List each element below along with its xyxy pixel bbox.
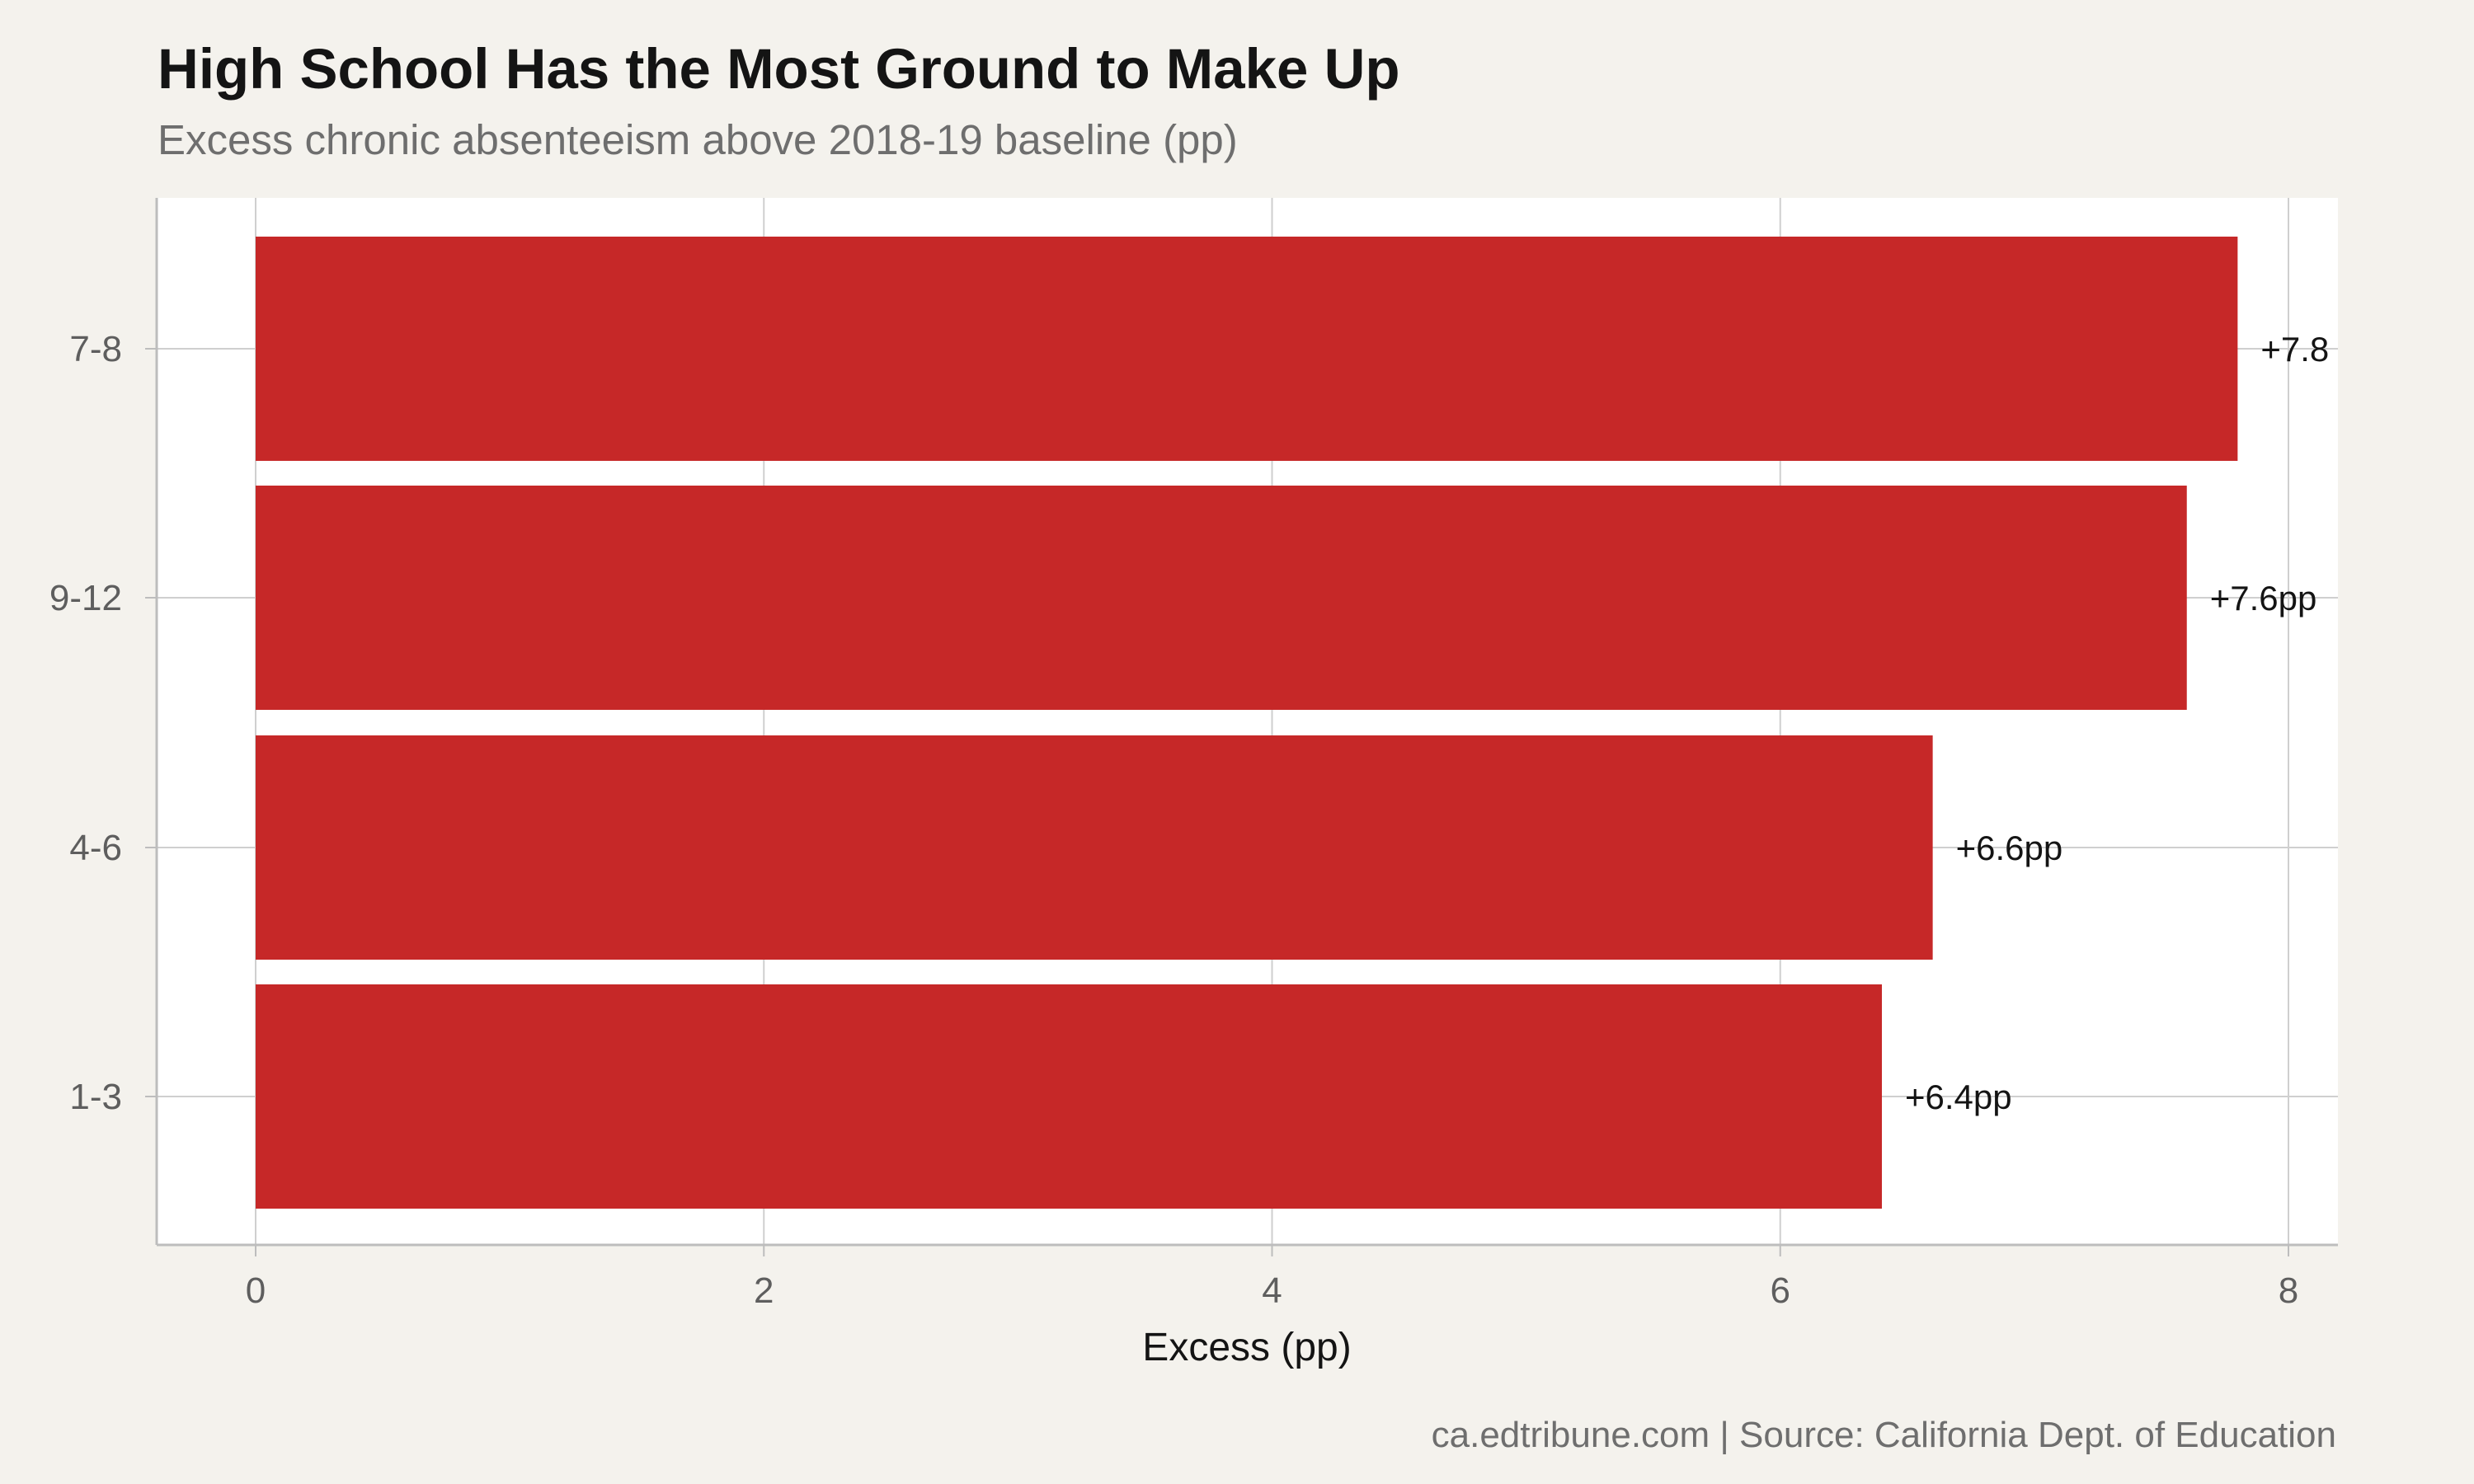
data-label-1-3: +6.4pp (1905, 1078, 2012, 1116)
chart-caption: ca.edtribune.com | Source: California De… (1431, 1415, 2336, 1455)
x-axis-title: Excess (pp) (1142, 1326, 1351, 1369)
y-tick-label: 7-8 (69, 329, 122, 369)
data-label-9-12: +7.6pp (2210, 579, 2317, 618)
x-axis-ticks: 0 2 4 6 8 (246, 1245, 2298, 1311)
data-label-4-6: +6.6pp (1956, 829, 2063, 867)
x-tick-label: 4 (1262, 1270, 1282, 1311)
chart-subtitle: Excess chronic absenteeism above 2018-19… (158, 116, 1238, 163)
y-axis-ticks: 7-8 9-12 4-6 1-3 (49, 329, 157, 1117)
bar-9-12 (256, 486, 2187, 710)
x-tick-label: 6 (1771, 1270, 1790, 1311)
x-tick-label: 0 (246, 1270, 266, 1311)
x-tick-label: 8 (2279, 1270, 2298, 1311)
bar-4-6 (256, 735, 1933, 960)
bars (256, 237, 2238, 1209)
data-labels: +7.8 +7.6pp +6.6pp +6.4pp (1905, 330, 2329, 1116)
bar-7-8 (256, 237, 2238, 461)
y-tick-label: 1-3 (69, 1077, 122, 1117)
data-label-7-8: +7.8 (2260, 330, 2329, 369)
x-tick-label: 2 (754, 1270, 774, 1311)
bar-1-3 (256, 984, 1882, 1209)
y-tick-label: 4-6 (69, 828, 122, 868)
y-tick-label: 9-12 (49, 578, 122, 618)
chart-title: High School Has the Most Ground to Make … (158, 37, 1400, 101)
